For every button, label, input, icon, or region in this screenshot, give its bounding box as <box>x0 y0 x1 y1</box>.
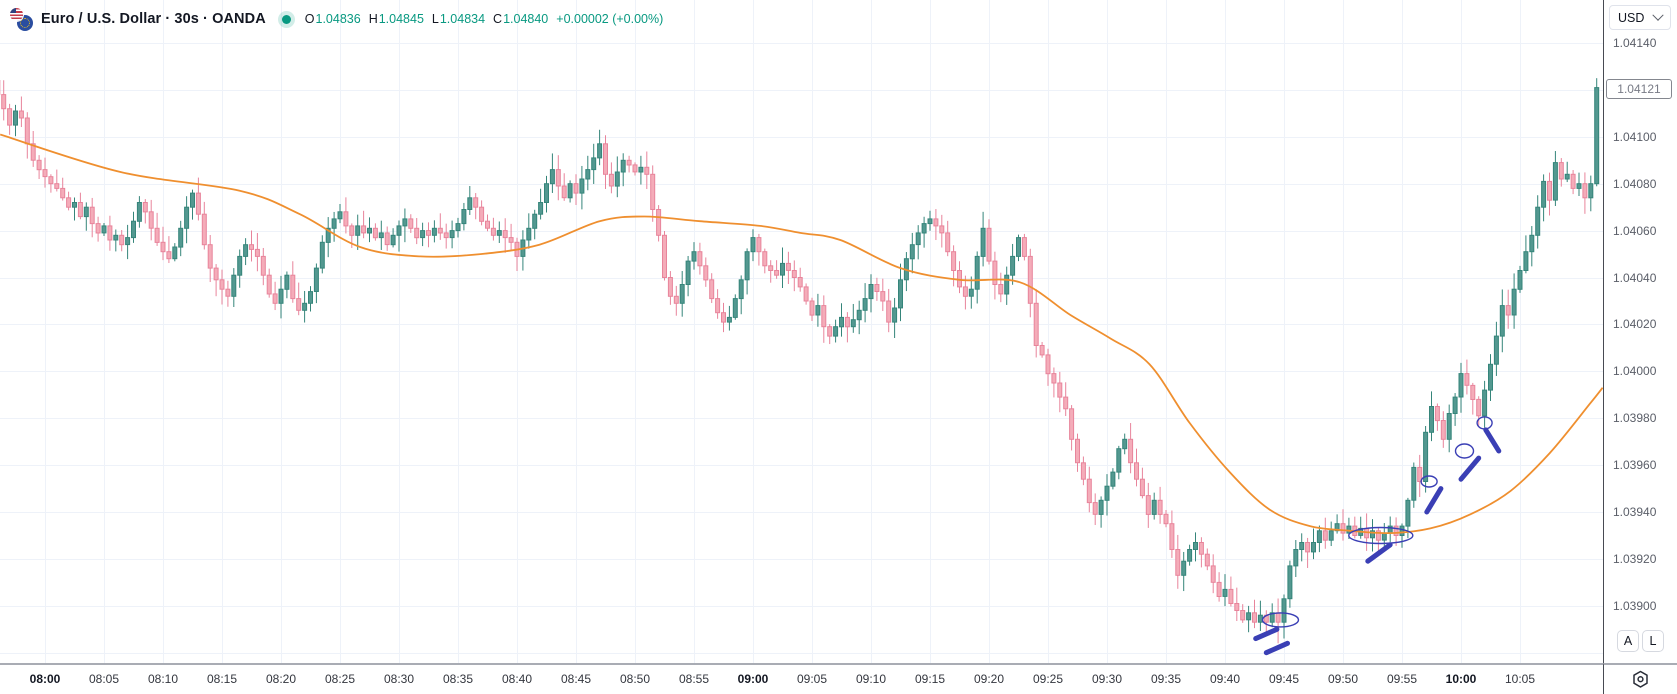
time-tick-label: 08:10 <box>147 672 179 686</box>
last-price-label: 1.04121 <box>1606 78 1672 99</box>
price-tick-label: 1.04140 <box>1613 36 1657 50</box>
open-value: 1.04836 <box>315 12 361 26</box>
time-tick-label: 09:00 <box>737 672 769 686</box>
time-tick-label: 08:55 <box>678 672 710 686</box>
price-tick-label: 1.03980 <box>1613 411 1657 426</box>
log-scale-button[interactable]: L <box>1642 630 1664 652</box>
high-value: 1.04845 <box>378 12 424 26</box>
candles-layer <box>0 78 1600 644</box>
time-tick-label: 08:50 <box>619 672 651 686</box>
time-tick-label: 08:20 <box>265 672 297 686</box>
price-tick-label: 1.03940 <box>1613 505 1657 519</box>
time-tick-label: 08:25 <box>324 672 356 686</box>
time-tick-label: 09:25 <box>1032 672 1064 686</box>
arrow-stroke-annotation[interactable] <box>1365 542 1393 564</box>
time-tick-label: 09:15 <box>914 672 946 686</box>
chevron-down-icon <box>1652 9 1664 21</box>
time-tick-label: 08:00 <box>29 672 61 686</box>
time-tick-label: 09:10 <box>855 672 887 686</box>
ellipse-annotation[interactable] <box>1348 526 1414 545</box>
time-tick-label: 09:45 <box>1268 672 1300 686</box>
close-label: C <box>493 12 503 26</box>
price-tick-label: 1.03900 <box>1613 598 1657 613</box>
price-tick-label: 1.03920 <box>1613 551 1657 566</box>
moving-average-line[interactable] <box>0 133 1603 535</box>
price-tick-label: 1.04100 <box>1613 129 1657 144</box>
close-value: 1.04840 <box>503 12 549 26</box>
ellipse-annotation[interactable] <box>1261 612 1300 628</box>
arrow-stroke-annotation[interactable] <box>1458 455 1482 482</box>
low-value: 1.04834 <box>439 12 486 26</box>
drawing-annotations[interactable] <box>1253 416 1502 656</box>
time-axis[interactable]: 08:00 08:05 08:10 08:15 08:20 08:25 08:30 08:35… <box>0 663 1603 694</box>
auto-scale-button[interactable]: A <box>1617 630 1639 652</box>
price-tick-label: 1.04060 <box>1613 223 1657 238</box>
market-status-dot-icon[interactable] <box>281 14 291 24</box>
time-tick-label: 09:40 <box>1209 672 1241 686</box>
axis-settings-corner[interactable] <box>1603 663 1677 694</box>
time-tick-label: 10:05 <box>1504 672 1536 686</box>
ellipse-annotation[interactable] <box>1420 475 1438 488</box>
symbol-header: Euro / U.S. Dollar · 30s · OANDA O 1.0483… <box>10 7 663 31</box>
open-label: O <box>304 12 315 26</box>
price-tick-label: 1.04080 <box>1613 176 1657 191</box>
candlestick-chart[interactable] <box>0 0 1603 663</box>
time-tick-label: 08:40 <box>501 672 533 686</box>
price-tick-label: 1.04000 <box>1613 364 1657 379</box>
time-tick-label: 09:55 <box>1386 672 1418 686</box>
time-tick-label: 08:45 <box>560 672 592 686</box>
currency-label: USD <box>1618 10 1645 25</box>
time-tick-label: 08:05 <box>88 672 120 686</box>
time-tick-label: 08:15 <box>206 672 238 686</box>
time-tick-label: 10:00 <box>1445 672 1477 686</box>
change-value: +0.00002 (+0.00%) <box>556 12 664 26</box>
price-tick-label: 1.04040 <box>1613 270 1657 285</box>
grid-layer <box>0 0 1603 663</box>
ohlc-legend: O 1.04836 H 1.04845 L 1.04834 C 1.04840 +0.0… <box>305 12 664 26</box>
price-tick-label: 1.04020 <box>1613 317 1657 332</box>
ellipse-annotation[interactable] <box>1454 443 1475 459</box>
arrow-stroke-annotation[interactable] <box>1253 626 1280 642</box>
high-label: H <box>368 12 378 26</box>
arrow-stroke-annotation[interactable] <box>1424 486 1444 515</box>
eur-usd-flag-icon[interactable] <box>10 7 33 31</box>
time-tick-label: 08:35 <box>442 672 474 686</box>
arrow-stroke-annotation[interactable] <box>1263 640 1290 656</box>
time-tick-label: 08:30 <box>383 672 415 686</box>
time-tick-label: 09:20 <box>973 672 1005 686</box>
time-tick-label: 09:30 <box>1091 672 1123 686</box>
currency-selector-button[interactable]: USD <box>1609 5 1671 30</box>
time-tick-label: 09:50 <box>1327 672 1359 686</box>
price-axis[interactable]: USD 1.04140 1.04100 1.04080 1.04060 1.04040 1… <box>1603 0 1677 663</box>
arrow-stroke-annotation[interactable] <box>1483 427 1502 454</box>
gear-icon <box>1633 670 1648 688</box>
chart-plot-area[interactable]: Euro / U.S. Dollar · 30s · OANDA O 1.0483… <box>0 0 1603 663</box>
time-tick-label: 09:05 <box>796 672 828 686</box>
symbol-title[interactable]: Euro / U.S. Dollar · 30s · OANDA <box>41 11 266 27</box>
time-tick-label: 09:35 <box>1150 672 1182 686</box>
low-label: L <box>431 12 439 26</box>
price-tick-label: 1.03960 <box>1613 458 1657 473</box>
